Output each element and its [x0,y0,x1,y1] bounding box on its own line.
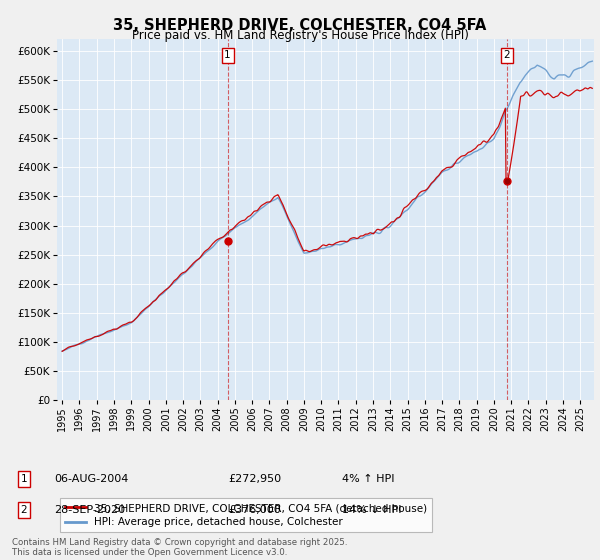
Text: 2: 2 [20,505,28,515]
Text: 35, SHEPHERD DRIVE, COLCHESTER, CO4 5FA: 35, SHEPHERD DRIVE, COLCHESTER, CO4 5FA [113,18,487,33]
Text: 1: 1 [224,50,231,60]
Text: 4% ↑ HPI: 4% ↑ HPI [342,474,395,484]
Text: 1: 1 [20,474,28,484]
Text: 28-SEP-2020: 28-SEP-2020 [54,505,125,515]
Text: Contains HM Land Registry data © Crown copyright and database right 2025.
This d: Contains HM Land Registry data © Crown c… [12,538,347,557]
Text: Price paid vs. HM Land Registry's House Price Index (HPI): Price paid vs. HM Land Registry's House … [131,29,469,42]
Legend: 35, SHEPHERD DRIVE, COLCHESTER, CO4 5FA (detached house), HPI: Average price, de: 35, SHEPHERD DRIVE, COLCHESTER, CO4 5FA … [59,498,432,533]
Text: £272,950: £272,950 [228,474,281,484]
Text: 06-AUG-2004: 06-AUG-2004 [54,474,128,484]
Text: 14% ↓ HPI: 14% ↓ HPI [342,505,401,515]
Text: 2: 2 [503,50,510,60]
Text: £376,000: £376,000 [228,505,281,515]
